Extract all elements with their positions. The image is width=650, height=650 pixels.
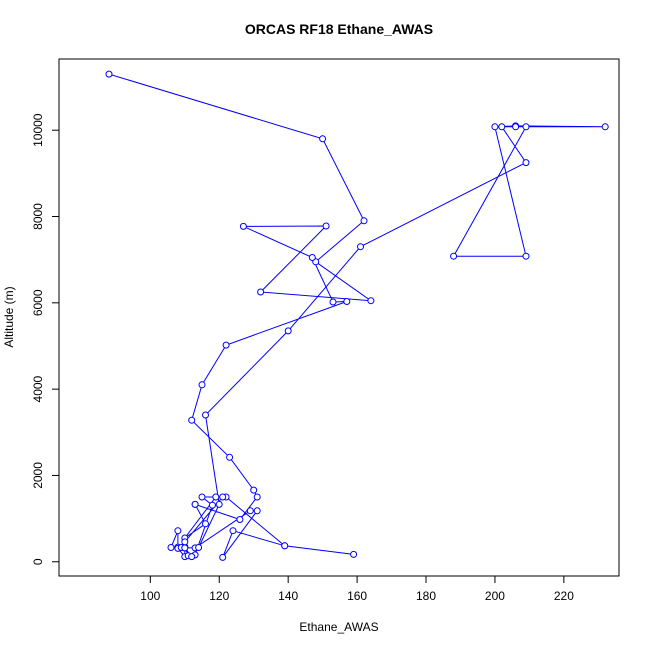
data-point — [360, 217, 368, 225]
data-point — [219, 493, 227, 501]
data-point — [202, 411, 209, 419]
x-tick-label: 200 — [485, 589, 505, 603]
data-point — [522, 123, 530, 131]
plot-frame — [58, 58, 620, 577]
data-point — [208, 501, 216, 509]
data-point — [239, 222, 247, 230]
data-point — [198, 493, 206, 501]
data-point — [236, 516, 244, 523]
y-tick-label: 4000 — [31, 375, 45, 402]
data-point — [343, 298, 351, 305]
x-axis: 100 120 140 160 180 200 220 — [140, 576, 574, 603]
series-layer — [105, 70, 609, 561]
data-point — [229, 527, 237, 535]
data-point — [350, 550, 358, 558]
data-point — [253, 507, 261, 515]
data-point — [191, 500, 199, 508]
y-axis: 0 2000 4000 6000 8000 10000 — [31, 113, 59, 565]
data-point — [195, 544, 203, 551]
data-point — [522, 252, 530, 260]
data-point — [222, 341, 230, 349]
data-point — [181, 544, 189, 552]
data-point — [512, 123, 520, 131]
data-point — [202, 520, 209, 528]
data-point — [188, 416, 196, 424]
data-point — [215, 500, 223, 508]
data-point — [174, 527, 182, 535]
x-tick-label: 220 — [554, 589, 574, 603]
x-tick-label: 140 — [278, 589, 298, 603]
data-point — [188, 553, 196, 561]
data-point — [281, 542, 289, 550]
data-point — [491, 123, 499, 131]
data-point — [167, 544, 175, 551]
data-point — [498, 123, 506, 131]
y-tick-label: 8000 — [31, 203, 45, 230]
data-point — [367, 297, 375, 305]
data-point — [284, 327, 292, 335]
y-tick-label: 0 — [31, 558, 45, 565]
data-point — [357, 243, 364, 251]
data-point — [212, 493, 220, 501]
data-point — [601, 123, 609, 131]
y-tick-label: 2000 — [31, 462, 45, 489]
data-point — [319, 135, 327, 143]
data-point — [308, 254, 316, 261]
x-tick-label: 100 — [140, 589, 160, 603]
y-tick-label: 10000 — [31, 113, 45, 147]
x-tick-label: 160 — [347, 589, 367, 603]
y-axis-label: Altitude (m) — [2, 286, 16, 347]
data-point — [250, 486, 258, 494]
data-point — [198, 381, 206, 389]
data-point — [322, 222, 330, 230]
data-point — [219, 553, 227, 561]
data-point — [450, 252, 458, 260]
chart-title: ORCAS RF18 Ethane_AWAS — [245, 21, 433, 37]
data-point — [329, 298, 337, 306]
x-axis-label: Ethane_AWAS — [299, 620, 378, 634]
series-line — [108, 73, 606, 558]
data-point — [253, 493, 261, 501]
x-tick-label: 120 — [209, 589, 229, 603]
y-tick-label: 6000 — [31, 289, 45, 316]
data-point — [522, 159, 530, 167]
data-point — [257, 288, 265, 296]
data-point — [226, 453, 234, 461]
data-point — [105, 70, 113, 78]
x-tick-label: 180 — [416, 589, 436, 603]
data-point — [181, 538, 189, 546]
data-point — [246, 507, 254, 515]
